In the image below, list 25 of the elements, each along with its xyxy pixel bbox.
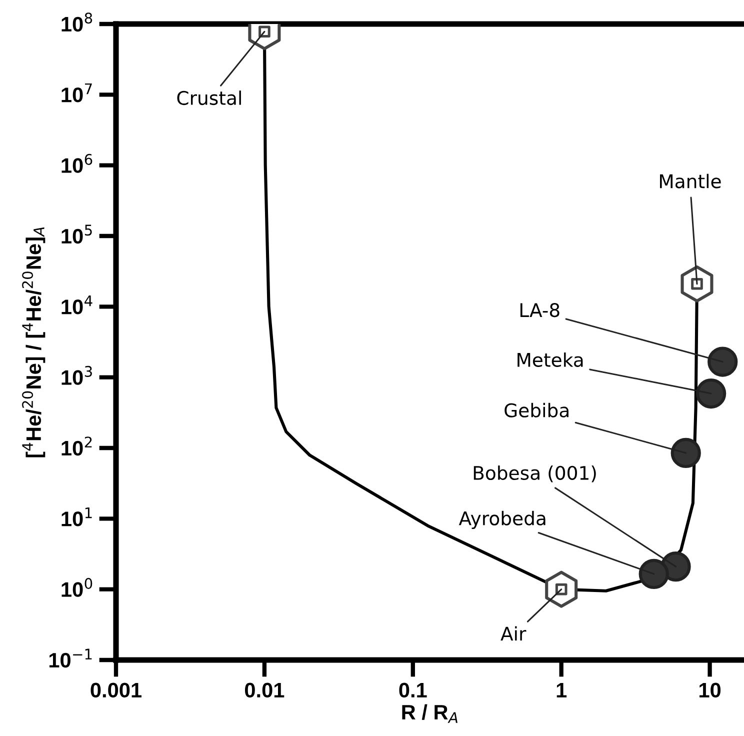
y-tick-label: 10$^{5}$ <box>62 224 92 244</box>
y-tick-label: 10$^{0}$ <box>62 578 92 597</box>
annotation: Air <box>500 626 526 641</box>
y-tick-label: 10$^{3}$ <box>62 366 92 385</box>
y-tick-label: 10$^{4}$ <box>62 295 92 314</box>
x-tick-label: 1 <box>556 682 567 698</box>
annotation: Mantle <box>660 174 721 188</box>
y-tick-label: 10$^{2}$ <box>62 436 92 456</box>
annotation: Bobesa (001) <box>474 465 596 482</box>
y-tick-label: 10$^{7}$ <box>62 83 92 102</box>
y-tick-label: 10$^{6}$ <box>62 154 92 173</box>
y-tick-label: 10$^{8}$ <box>62 12 92 32</box>
annotation: Gebiba <box>504 402 568 418</box>
y-tick-label: 10$^{−1}$ <box>49 648 92 668</box>
annotation: Meteka <box>518 352 583 367</box>
annotation: Ayrobeda <box>458 510 546 530</box>
x-tick-label: 0.1 <box>399 682 427 698</box>
text: [$^{4}$He/$^{20}$Ne] / [$^{4}$He/$^{20}$Ne]$_{A}$ <box>22 227 46 458</box>
x-tick-label: 0.001 <box>90 682 142 698</box>
x-tick-label: 10 <box>700 682 721 698</box>
annotation: LA-8 <box>520 303 560 318</box>
x-tick-label: 0.01 <box>245 682 284 698</box>
y-tick-label: 10$^{1}$ <box>62 507 92 526</box>
x-axis-title: R / R$_{A}$ <box>402 704 458 723</box>
annotation: Crustal <box>177 90 241 106</box>
